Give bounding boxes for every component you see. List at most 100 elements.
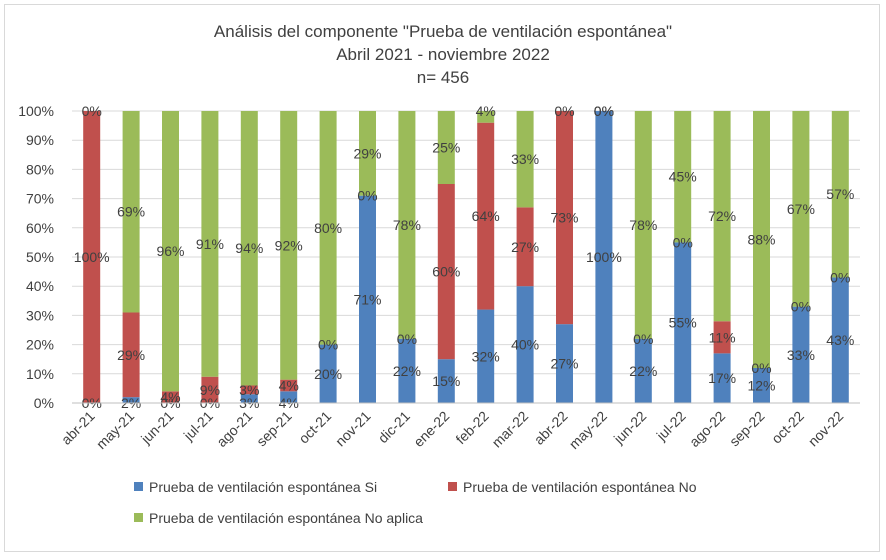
data-label: 78% (393, 217, 421, 233)
chart-subtitle: Abril 2021 - noviembre 2022 (336, 45, 550, 64)
bar-segment-no-aplica (280, 111, 298, 380)
data-label: 94% (235, 240, 263, 256)
data-label: 67% (787, 201, 815, 217)
data-label: 22% (629, 363, 657, 379)
bar-segment-no (437, 184, 455, 360)
data-label: 0% (357, 188, 377, 204)
data-label: 9% (200, 382, 220, 398)
bar-segment-no (83, 111, 101, 403)
data-label: 88% (747, 231, 775, 247)
data-label: 92% (275, 237, 303, 253)
bar-segment-no (122, 312, 140, 398)
data-label: 27% (511, 239, 539, 255)
data-label: 0% (554, 103, 574, 119)
data-label: 55% (669, 315, 697, 331)
bar-segment-no-aplica (398, 111, 416, 339)
data-label: 73% (550, 210, 578, 226)
bar-segment-si (753, 367, 770, 403)
bar-segment-si (359, 195, 376, 403)
y-tick-label: 80% (26, 161, 54, 177)
y-tick-label: 70% (26, 191, 54, 207)
x-tick-label: ago-21 (213, 408, 255, 450)
bar-segment-no-aplica (122, 111, 140, 313)
bar-segment-si (634, 338, 652, 403)
x-tick-label: dic-21 (375, 408, 413, 446)
bar-segment-si (595, 111, 613, 403)
bar-segment-no-aplica (477, 111, 495, 123)
data-label: 0% (82, 103, 102, 119)
bar-segment-si (280, 391, 298, 403)
x-tick-label: jul-22 (653, 408, 689, 444)
gridlines (72, 110, 860, 404)
legend-item: Prueba de ventilación espontánea No apli… (134, 510, 423, 526)
data-label: 72% (708, 208, 736, 224)
bar-segment-no-aplica (713, 111, 731, 322)
data-label: 20% (314, 366, 342, 382)
y-tick-label: 90% (26, 132, 54, 148)
data-label: 4% (160, 389, 180, 405)
bar-segment-no-aplica (792, 111, 810, 307)
y-axis: 0% 10% 20% 30% 40% 50% 60% 70% 80% 90% 100% (18, 103, 54, 411)
y-tick-label: 50% (26, 249, 54, 265)
data-label: 0% (673, 234, 693, 250)
data-label: 100% (586, 249, 622, 265)
x-tick-label: jul-21 (180, 408, 216, 444)
data-label: 22% (393, 363, 421, 379)
y-tick-label: 60% (26, 220, 54, 236)
bar-segment-no (516, 207, 534, 287)
x-tick-label: oct-22 (768, 408, 807, 447)
legend-label: Prueba de ventilación espontánea Si (149, 479, 377, 495)
y-tick-label: 100% (18, 103, 54, 119)
x-tick-label: mar-22 (489, 408, 532, 451)
bar-segment-no (240, 385, 258, 395)
bar-segment-si (398, 338, 416, 403)
data-label: 0% (594, 103, 614, 119)
data-label: 33% (787, 347, 815, 363)
bar-segment-no-aplica (319, 111, 337, 345)
data-label: 0% (791, 299, 811, 315)
legend-item: Prueba de ventilación espontánea No (448, 479, 697, 495)
legend-label: Prueba de ventilación espontánea No (463, 479, 697, 495)
data-label: 71% (353, 291, 381, 307)
data-label: 100% (74, 249, 110, 265)
bar-segment-no (280, 379, 298, 392)
legend: Prueba de ventilación espontánea Si Prueb… (134, 479, 697, 526)
y-tick-label: 0% (34, 395, 54, 411)
data-label: 29% (353, 145, 381, 161)
x-tick-label: oct-21 (295, 408, 334, 447)
bar-segment-si (674, 242, 692, 403)
data-label: 91% (196, 236, 224, 252)
data-label: 57% (826, 186, 854, 202)
x-tick-label: ago-22 (686, 408, 728, 450)
x-tick-label: may-22 (566, 408, 610, 452)
x-tick-label: ene-22 (410, 408, 452, 450)
bar-segment-no (477, 122, 495, 310)
bar-segment-no-aplica (359, 111, 376, 196)
data-label: 43% (826, 332, 854, 348)
legend-swatch (134, 482, 143, 491)
bar-segment-no-aplica (753, 111, 770, 368)
data-label: 3% (239, 382, 259, 398)
legend-label: Prueba de ventilación espontánea No apli… (149, 510, 423, 526)
data-label: 0% (318, 337, 338, 353)
bar-segment-no-aplica (437, 111, 455, 184)
x-tick-label: jun-22 (610, 408, 650, 448)
data-label: 40% (511, 337, 539, 353)
bar-segment-si (792, 306, 810, 403)
data-label: 0% (594, 103, 614, 119)
data-label: 27% (550, 356, 578, 372)
bar-segment-si (556, 324, 573, 403)
bar-segment-si (240, 394, 258, 403)
y-tick-label: 40% (26, 278, 54, 294)
x-tick-label: may-21 (93, 408, 137, 452)
bar-segment-no-aplica (674, 111, 692, 243)
x-tick-label: nov-22 (805, 408, 847, 450)
x-tick-label: feb-22 (452, 408, 492, 448)
x-tick-label: jun-21 (137, 408, 177, 448)
bar-segment-si (713, 353, 731, 403)
y-tick-label: 10% (26, 366, 54, 382)
bar-segment-no-aplica (162, 111, 179, 392)
bar-segment-no (556, 111, 573, 325)
data-label: 0% (633, 331, 653, 347)
bar-segment-no-aplica (516, 111, 534, 208)
